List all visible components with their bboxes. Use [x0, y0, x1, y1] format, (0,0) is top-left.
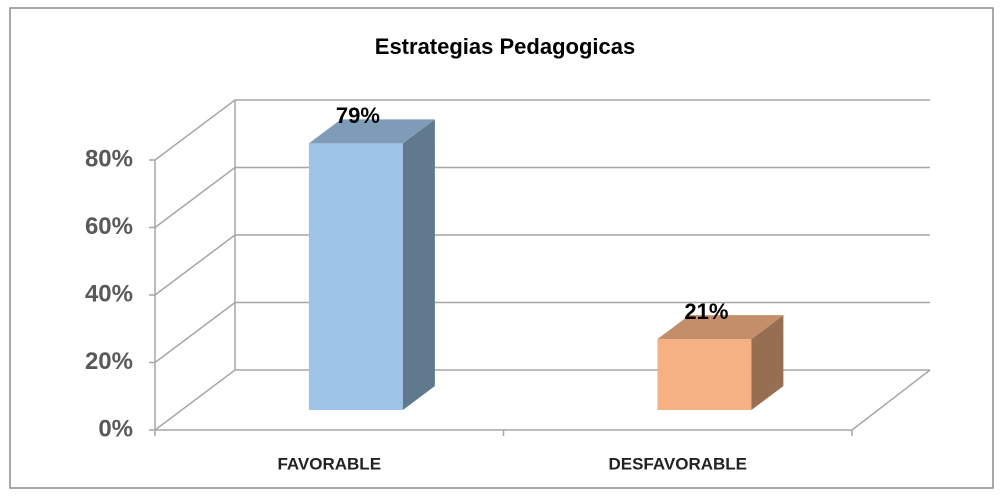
x-tick-label: DESFAVORABLE [608, 454, 747, 473]
y-tick-label: 40% [85, 280, 133, 307]
bar-top [308, 119, 435, 144]
x-tick-label: FAVORABLE [277, 454, 381, 473]
grid-line [154, 301, 930, 364]
y-tick-label: 0% [98, 415, 133, 442]
y-tick-label: 60% [85, 213, 133, 240]
bar-side [751, 315, 784, 411]
bar-side [402, 119, 435, 411]
y-tick-label: 20% [85, 348, 133, 375]
chart-border [9, 7, 994, 489]
value-label: 79% [336, 103, 380, 128]
value-label: 21% [684, 299, 728, 324]
grid-line [154, 166, 930, 229]
bar-front [657, 339, 752, 411]
bar-top [657, 315, 784, 340]
grid-line [154, 234, 930, 296]
chart-title: Estrategias Pedagogicas [375, 34, 635, 59]
grid-line [154, 99, 930, 161]
bar-front [308, 143, 403, 411]
y-tick-label: 80% [85, 145, 133, 172]
